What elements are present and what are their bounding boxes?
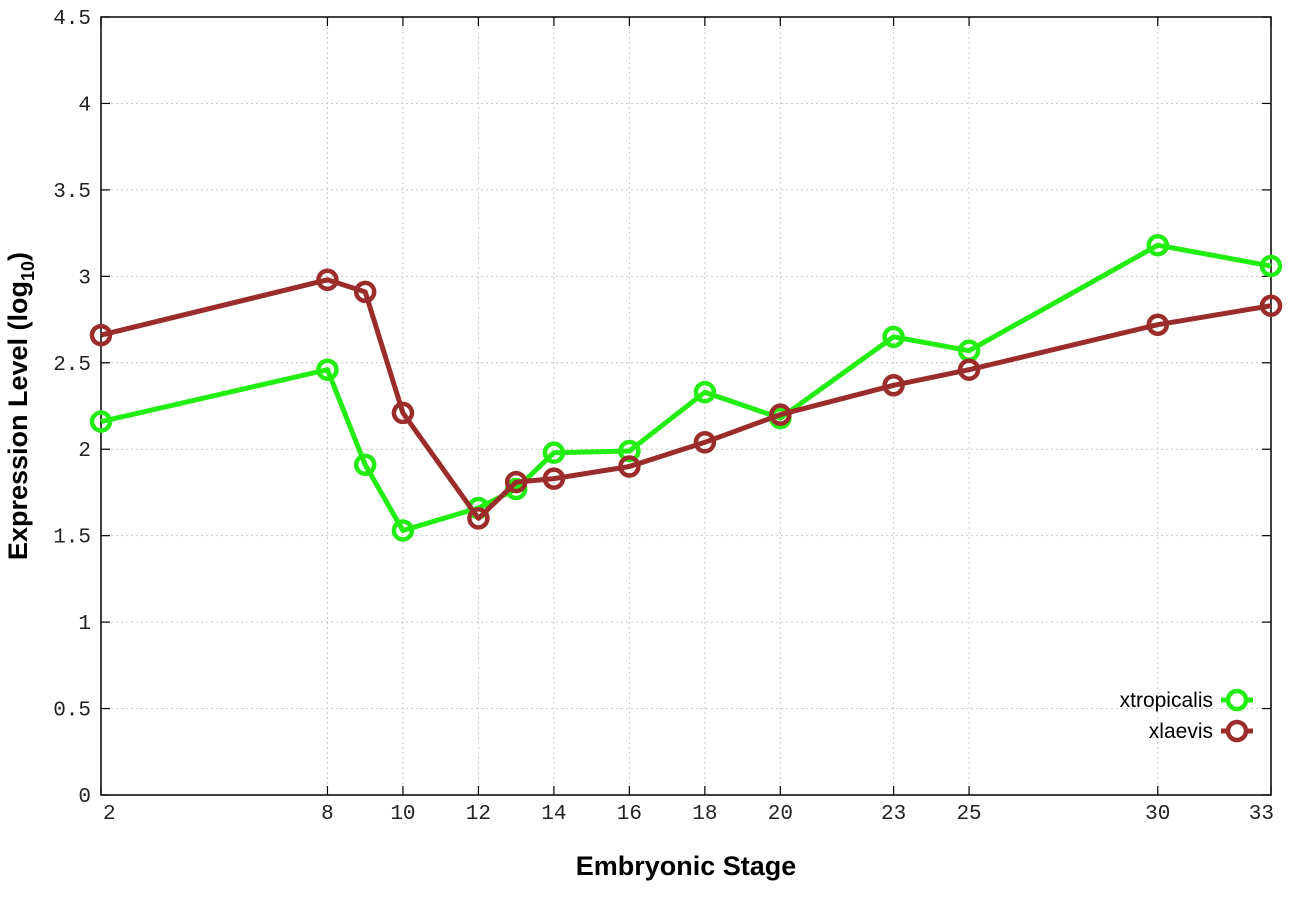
data-point-xtropicalis <box>618 439 641 463</box>
data-point-xlaevis <box>542 467 566 490</box>
data-point-xtropicalis <box>882 325 905 349</box>
data-point-xlaevis <box>618 455 641 478</box>
y-tick-label: 2 <box>78 440 91 463</box>
legend-label-xlaevis: xlaevis <box>1149 720 1213 743</box>
x-tick-label: 10 <box>390 803 415 826</box>
legend-marker-xtropicalis <box>1225 688 1249 712</box>
x-tick-label: 16 <box>617 803 642 826</box>
data-point-xlaevis <box>769 403 792 426</box>
y-axis-title-subscript: 10 <box>18 261 38 281</box>
data-point-xtropicalis <box>542 441 566 464</box>
y-tick-label: 0 <box>78 786 91 809</box>
data-point-xtropicalis <box>1146 233 1170 257</box>
x-tick-label: 8 <box>321 803 334 826</box>
x-tick-label: 23 <box>881 803 906 826</box>
x-tick-label: 25 <box>956 803 981 826</box>
legend-label-xtropicalis: xtropicalis <box>1120 689 1213 712</box>
data-point-xlaevis <box>1146 313 1170 336</box>
x-tick-label: 20 <box>768 803 793 826</box>
data-point-xtropicalis <box>391 519 415 542</box>
legend-item-xtropicalis: xtropicalis <box>1120 688 1253 712</box>
x-tick-label: 30 <box>1145 803 1170 826</box>
data-point-xtropicalis <box>89 410 113 433</box>
series-xtropicalis <box>89 233 1283 542</box>
x-axis-title: Embryonic Stage <box>576 851 797 881</box>
x-tick-label: 12 <box>466 803 491 826</box>
y-tick-label: 1 <box>78 613 91 636</box>
legend: xtropicalis xlaevis <box>1120 688 1253 743</box>
grid-lines <box>101 17 1271 795</box>
legend-item-xlaevis: xlaevis <box>1149 719 1253 743</box>
y-tick-label: 3 <box>78 267 91 290</box>
data-point-xlaevis <box>693 431 717 454</box>
data-point-xtropicalis <box>1259 254 1283 278</box>
data-point-xlaevis <box>1259 294 1283 317</box>
plot-frame <box>100 16 1272 796</box>
x-axis-ticks: 2 8 10 12 14 16 18 20 23 25 30 33 <box>100 17 1274 826</box>
y-tick-label: 1.5 <box>53 527 91 550</box>
y-axis-ticks: 0 0.5 1 1.5 2 2.5 3 3.5 4 4.5 <box>53 8 1271 809</box>
data-point-xlaevis <box>89 323 113 347</box>
data-point-xtropicalis <box>693 380 717 404</box>
x-tick-label: 2 <box>103 803 116 826</box>
x-tick-label: 33 <box>1249 803 1274 826</box>
data-point-xlaevis <box>957 358 981 381</box>
y-tick-label: 3.5 <box>53 181 91 204</box>
y-tick-label: 2.5 <box>53 354 91 377</box>
y-axis-title-main: Expression Level (log <box>3 281 33 560</box>
series-line-xlaevis <box>100 277 1272 521</box>
series-layer <box>89 233 1283 542</box>
series-xlaevis <box>89 268 1283 530</box>
data-point-xlaevis <box>882 374 905 397</box>
x-tick-label: 14 <box>541 803 566 826</box>
y-axis-title-close: ) <box>3 252 33 261</box>
y-axis-title: Expression Level (log10) <box>3 252 38 560</box>
y-tick-label: 0.5 <box>53 700 91 723</box>
data-point-xlaevis <box>353 280 377 304</box>
data-point-xtropicalis <box>316 358 339 381</box>
data-point-xlaevis <box>316 268 339 292</box>
data-point-xlaevis <box>391 401 415 425</box>
y-tick-label: 4.5 <box>53 8 91 31</box>
data-point-xtropicalis <box>353 453 377 477</box>
legend-marker-xlaevis <box>1225 719 1249 743</box>
data-point-xlaevis <box>467 507 490 530</box>
y-tick-label: 4 <box>78 94 91 117</box>
data-point-xlaevis <box>504 470 528 494</box>
x-tick-label: 18 <box>692 803 717 826</box>
series-line-xtropicalis <box>100 242 1272 533</box>
